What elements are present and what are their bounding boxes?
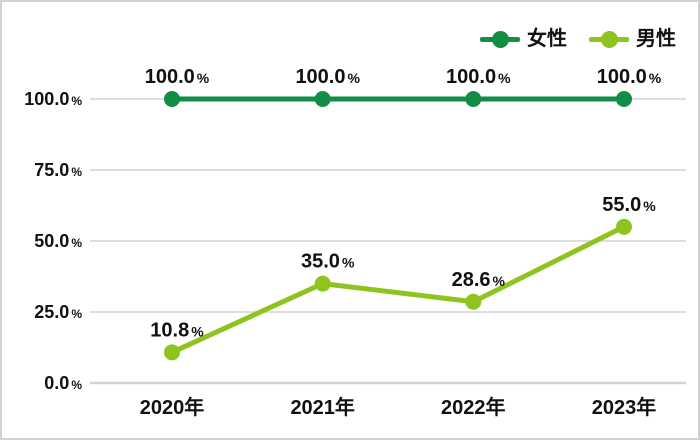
data-point-female bbox=[616, 91, 632, 107]
data-point-female bbox=[164, 91, 180, 107]
y-axis-tick-label: 50.0% bbox=[34, 231, 82, 251]
data-point-male bbox=[164, 344, 180, 361]
legend-label-female: 女性 bbox=[527, 28, 567, 50]
data-label-male: 10.8% bbox=[150, 319, 204, 341]
data-label-female: 100.0% bbox=[446, 66, 511, 88]
data-label-female: 100.0% bbox=[145, 66, 210, 88]
legend-label-male: 男性 bbox=[636, 28, 676, 50]
y-axis-tick-label: 100.0% bbox=[24, 89, 82, 109]
female-series-marker-icon bbox=[480, 30, 520, 48]
data-point-male bbox=[314, 275, 331, 292]
x-axis-label: 2022年 bbox=[441, 395, 506, 419]
data-label-male: 55.0% bbox=[602, 194, 656, 216]
data-point-female bbox=[314, 91, 331, 107]
data-label-female: 100.0% bbox=[597, 66, 662, 88]
data-label-male: 35.0% bbox=[301, 251, 355, 273]
x-axis-label: 2020年 bbox=[140, 395, 205, 419]
y-axis-tick-label: 25.0% bbox=[34, 302, 82, 322]
data-label-male: 28.6% bbox=[452, 269, 506, 291]
y-axis-tick-label: 75.0% bbox=[34, 160, 82, 180]
male-series-marker-icon bbox=[589, 30, 629, 48]
series-line-male bbox=[170, 224, 626, 355]
data-label-female: 100.0% bbox=[295, 66, 360, 88]
x-axis-label: 2023年 bbox=[592, 395, 657, 419]
chart-legend: 女性 男性 bbox=[480, 29, 676, 49]
data-point-female bbox=[465, 91, 482, 107]
data-point-male bbox=[616, 218, 632, 235]
legend-item-female: 女性 bbox=[480, 29, 567, 49]
y-axis-tick-label: 0.0% bbox=[44, 373, 82, 393]
legend-item-male: 男性 bbox=[589, 29, 676, 49]
x-axis-label: 2021年 bbox=[290, 395, 355, 419]
data-point-male bbox=[465, 293, 482, 310]
